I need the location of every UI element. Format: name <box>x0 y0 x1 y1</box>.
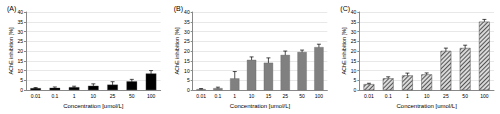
svg-text:(B): (B) <box>174 5 183 13</box>
svg-text:40: 40 <box>17 9 23 15</box>
svg-text:0.1: 0.1 <box>214 93 221 99</box>
svg-text:AChE inhibition [%]: AChE inhibition [%] <box>8 27 14 75</box>
svg-text:20: 20 <box>351 48 357 54</box>
svg-text:AChE inhibition [%]: AChE inhibition [%] <box>341 27 347 75</box>
svg-text:10: 10 <box>351 68 357 74</box>
svg-text:35: 35 <box>351 19 357 25</box>
svg-text:10: 10 <box>184 68 190 74</box>
svg-text:25: 25 <box>282 93 288 99</box>
svg-text:0: 0 <box>187 87 190 93</box>
svg-text:30: 30 <box>351 29 357 35</box>
svg-text:0.1: 0.1 <box>385 93 392 99</box>
svg-text:0: 0 <box>20 87 23 93</box>
svg-text:10: 10 <box>91 93 97 99</box>
svg-text:15: 15 <box>17 58 23 64</box>
svg-text:50: 50 <box>299 93 305 99</box>
svg-text:25: 25 <box>17 38 23 44</box>
svg-text:100: 100 <box>147 93 156 99</box>
svg-text:40: 40 <box>351 9 357 15</box>
svg-text:5: 5 <box>354 77 357 83</box>
svg-text:1: 1 <box>233 93 236 99</box>
svg-text:(A): (A) <box>7 5 16 13</box>
svg-text:25: 25 <box>110 93 116 99</box>
svg-text:100: 100 <box>315 93 324 99</box>
svg-text:10: 10 <box>424 93 430 99</box>
svg-text:100: 100 <box>480 93 489 99</box>
svg-text:0.1: 0.1 <box>51 93 58 99</box>
svg-text:(C): (C) <box>340 5 350 13</box>
svg-text:25: 25 <box>443 93 449 99</box>
svg-text:Concentration [umol/L]: Concentration [umol/L] <box>230 103 291 109</box>
svg-text:25: 25 <box>184 38 190 44</box>
svg-text:30: 30 <box>184 29 190 35</box>
svg-text:0.01: 0.01 <box>31 93 41 99</box>
svg-text:50: 50 <box>462 93 468 99</box>
svg-text:30: 30 <box>17 29 23 35</box>
svg-text:25: 25 <box>351 38 357 44</box>
svg-text:0.01: 0.01 <box>364 93 374 99</box>
svg-text:Concentration [umol/L]: Concentration [umol/L] <box>63 103 124 109</box>
svg-text:Concentration [umol/L]: Concentration [umol/L] <box>396 103 457 109</box>
svg-text:15: 15 <box>351 58 357 64</box>
svg-text:35: 35 <box>17 19 23 25</box>
svg-text:AChE inhibition [%]: AChE inhibition [%] <box>174 27 180 75</box>
svg-text:5: 5 <box>20 77 23 83</box>
svg-text:20: 20 <box>184 48 190 54</box>
svg-text:5: 5 <box>187 77 190 83</box>
svg-text:20: 20 <box>17 48 23 54</box>
svg-text:0: 0 <box>354 87 357 93</box>
svg-text:40: 40 <box>184 9 190 15</box>
svg-text:35: 35 <box>184 19 190 25</box>
svg-text:15: 15 <box>184 58 190 64</box>
svg-text:10: 10 <box>17 68 23 74</box>
svg-text:1: 1 <box>73 93 76 99</box>
svg-text:15: 15 <box>266 93 272 99</box>
svg-text:50: 50 <box>129 93 135 99</box>
svg-text:10: 10 <box>249 93 255 99</box>
svg-text:0.01: 0.01 <box>196 93 206 99</box>
svg-text:1: 1 <box>406 93 409 99</box>
